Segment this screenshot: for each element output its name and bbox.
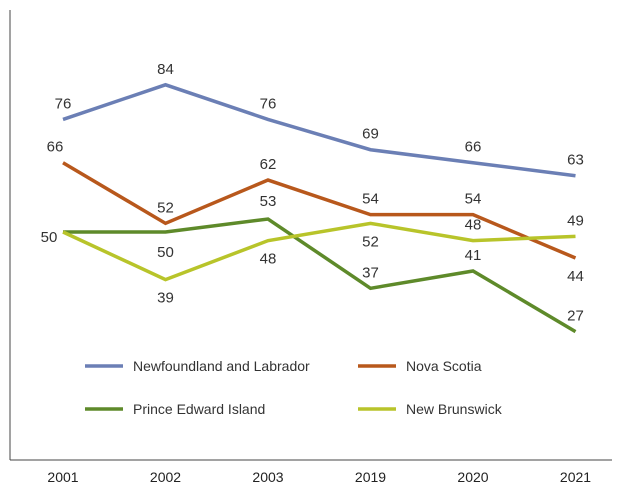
data-label: 52 <box>362 233 379 250</box>
data-label: 27 <box>567 308 584 325</box>
data-label: 62 <box>260 156 277 173</box>
x-tick-label: 2021 <box>560 469 591 485</box>
data-label: 66 <box>47 139 64 156</box>
x-axis-ticks: 2001 2002 2003 2019 2020 2021 <box>47 469 591 485</box>
series-lines <box>62 82 577 334</box>
data-label: 50 <box>41 229 58 246</box>
chart-axes <box>9 10 612 461</box>
series-line-4 <box>62 221 576 282</box>
data-label: 63 <box>567 152 584 169</box>
x-tick-label: 2001 <box>47 469 78 485</box>
data-label: 48 <box>260 251 277 268</box>
data-label: 84 <box>157 61 174 78</box>
x-tick-label: 2003 <box>252 469 283 485</box>
legend: Newfoundland and Labrador Nova Scotia Prin… <box>85 358 503 417</box>
data-label: 69 <box>362 126 379 143</box>
data-label: 39 <box>157 290 174 307</box>
data-label: 53 <box>260 193 277 210</box>
data-label: 76 <box>260 95 277 112</box>
series-line-1 <box>62 82 576 178</box>
data-label: 37 <box>362 264 379 281</box>
legend-label: Newfoundland and Labrador <box>133 358 310 374</box>
data-label: 52 <box>157 199 174 216</box>
data-label: 48 <box>465 217 482 234</box>
data-label: 50 <box>157 244 174 261</box>
data-label: 66 <box>465 139 482 156</box>
series-line-2 <box>62 161 577 260</box>
legend-label: Nova Scotia <box>406 358 482 374</box>
legend-label: Prince Edward Island <box>133 401 265 417</box>
data-label: 54 <box>362 191 379 208</box>
x-tick-label: 2020 <box>457 469 488 485</box>
data-labels: 76 84 76 69 66 63 66 52 62 54 54 44 50 50 53 37 41 27 39 48… <box>41 61 584 325</box>
series-line-3 <box>63 217 577 334</box>
legend-label: New Brunswick <box>406 401 503 417</box>
x-tick-label: 2002 <box>150 469 181 485</box>
data-label: 44 <box>567 268 584 285</box>
data-label: 54 <box>465 191 482 208</box>
data-label: 76 <box>55 95 72 112</box>
data-label: 49 <box>567 212 584 229</box>
x-tick-label: 2019 <box>355 469 386 485</box>
data-label: 41 <box>465 247 482 264</box>
